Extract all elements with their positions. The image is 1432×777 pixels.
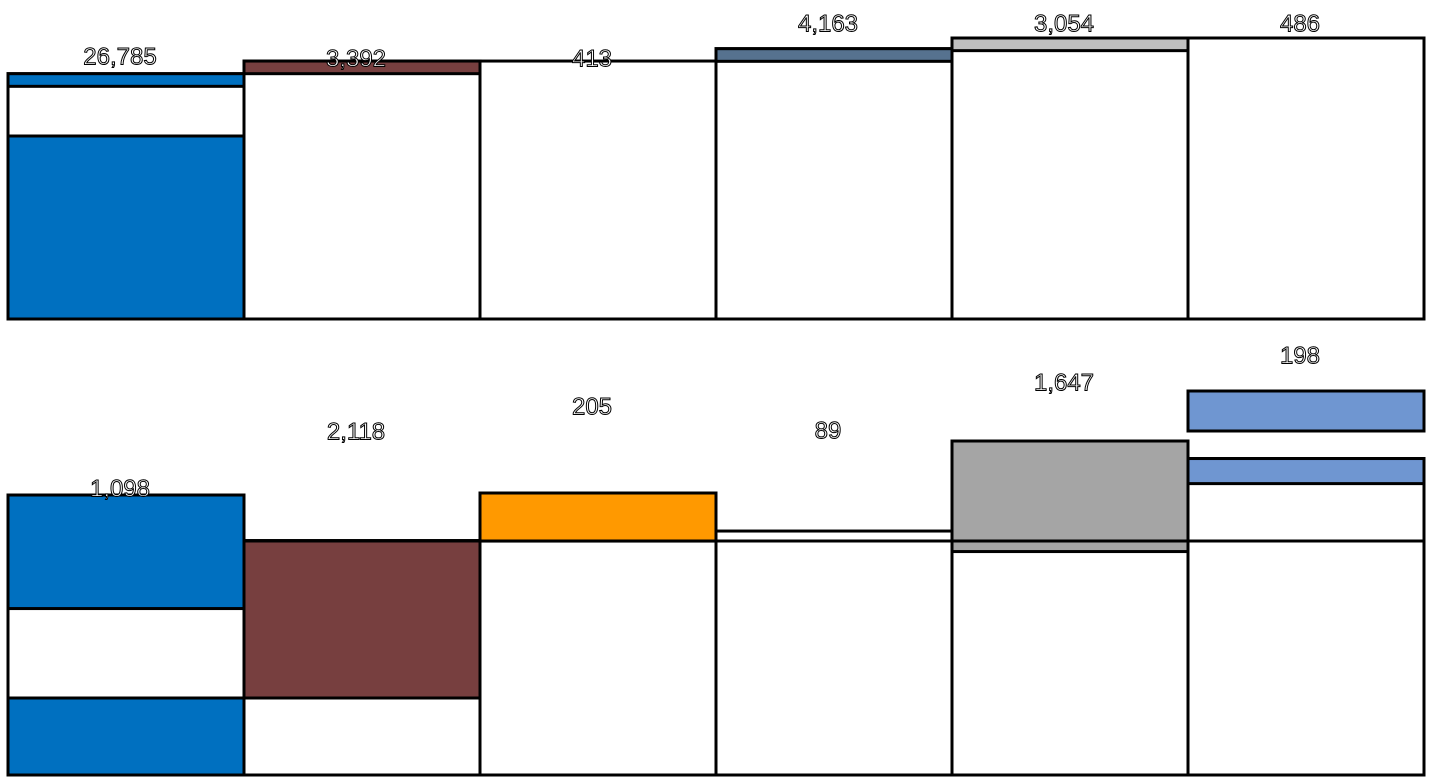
data-label-g0-c2: 413 [572,45,612,72]
column-body-g0-c5 [1186,36,1426,321]
fill-block-1 [6,696,246,777]
chart-data-labels: 26,785 3,392 413 4,163 3,054 486 1,098 2,118 205… [83,10,1321,503]
fill-block-2 [242,539,482,700]
column-body-g0-c1 [242,59,482,321]
fill-block-5 [1186,389,1426,433]
data-label-g1-c3: 89 [815,417,842,444]
bar-g0-c0 [6,72,246,88]
data-label-g0-c5: 486 [1280,10,1320,37]
fill-block-4 [478,491,718,543]
data-label-g1-c4: 1,647 [1034,369,1094,396]
data-label-g0-c3: 4,163 [798,10,858,37]
column-body-g0-c3 [714,47,954,321]
column-body-g1-c5 [1186,457,1426,777]
column-body-g0-c4 [950,36,1190,321]
column-body-g1-c3 [714,529,954,777]
bar-g1-c5 [1186,457,1426,486]
data-label-g1-c0: 1,098 [90,475,150,502]
data-label-g0-c1: 3,392 [326,45,386,72]
chart-cells [6,36,1426,777]
bar-g0-c4 [950,36,1190,53]
data-label-g1-c1: 2,118 [327,418,385,445]
fill-block-0 [6,134,246,321]
fill-block-3 [950,439,1190,543]
bar-g1-c0 [6,493,246,611]
bar-g0-c3 [714,47,954,63]
data-label-g1-c2: 205 [572,393,612,420]
data-label-g0-c0: 26,785 [83,43,156,70]
data-label-g1-c5: 198 [1280,342,1320,369]
column-body-g1-c2 [478,509,718,777]
data-label-g0-c4: 3,054 [1034,10,1094,37]
column-body-g0-c2 [478,59,718,321]
